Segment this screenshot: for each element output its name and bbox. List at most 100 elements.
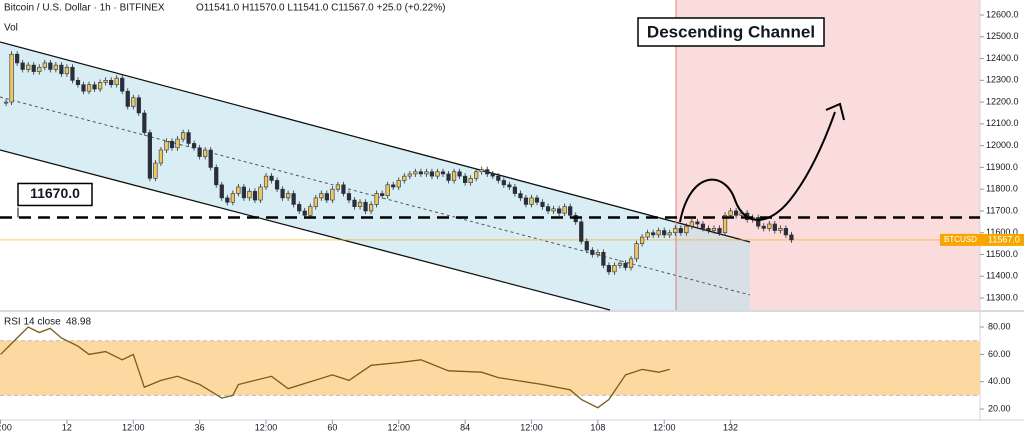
candle-body [147,132,152,179]
annotation: Descending Channel [647,22,815,41]
candle-body [662,230,667,236]
channel-fill [0,42,750,310]
candle-body [142,112,147,133]
candle-body [258,186,263,201]
y-tick-label: 11600.0 [986,227,1018,237]
candle-body [413,171,418,175]
candle-body [164,140,169,151]
candle-body [645,232,650,238]
candle-body [402,175,407,181]
candle-body [485,169,490,175]
candle-body [474,171,479,179]
candle-body [529,197,534,205]
candle-body [363,201,368,212]
candle-body [772,223,777,231]
candle-body [197,147,202,157]
candle-body [584,241,589,251]
candle-body [651,232,656,236]
x-tick-label: 12 [62,422,72,432]
y-tick-label: 12400.0 [986,53,1019,63]
candle-body [673,228,678,234]
candle-body [109,80,114,85]
candle-body [59,64,64,75]
candle-body [700,223,706,229]
candle-body [186,132,191,144]
candle-body [20,62,25,70]
candle-body [31,64,36,72]
x-tick-label: 12:00 [0,422,12,432]
candle-body [158,149,164,164]
candle-body [374,193,379,205]
candle-body [3,101,9,104]
channel-top [0,41,751,243]
candle-body [180,132,186,140]
rsi-pane [0,326,670,409]
forecast-arrow [679,111,836,223]
candle-body [623,262,628,268]
x-tick-label: 12:00 [122,422,145,432]
candle-body [545,206,551,212]
candle-body [457,171,462,177]
candle-body [728,210,733,216]
candle-body [435,171,440,177]
candle-body [722,215,728,234]
candle-body [689,221,694,227]
candle-body [241,186,246,199]
candle-body [451,171,457,181]
candle-body [48,62,53,70]
x-tick-label: 84 [460,422,470,432]
y-tick-label: 12100.0 [986,118,1019,128]
candle-body [98,82,103,90]
y-tick-label: 12300.0 [986,75,1019,85]
candle-body [391,184,396,188]
candle-body [684,225,689,234]
candle-body [319,193,324,199]
candle-body [120,77,125,92]
candle-body [429,171,435,177]
candle-body [131,97,136,107]
candle-body [440,171,446,175]
candle-body [341,184,346,194]
candle-body [236,186,241,194]
vol-label: Vol [4,23,18,34]
candle-body [667,232,672,236]
candle-body [418,171,423,175]
candle-body [540,201,545,207]
candle-body [70,66,75,81]
candle-body [42,62,47,68]
y-tick-label: 40.00 [988,376,1011,386]
candle-body [534,197,540,203]
candle-body [507,184,512,188]
candle-body [380,193,385,197]
candle-body [153,162,158,179]
candle-body [601,252,606,266]
candle-body [114,77,119,85]
candle-body [214,167,219,186]
candle-body [192,143,197,149]
annotation-box [637,17,825,47]
candle-body [501,180,506,186]
candle-body [490,173,495,177]
candle-body [37,66,42,72]
candle-body [136,97,141,114]
candle-body [280,188,285,199]
candle-body [523,197,529,205]
candle-body [568,206,573,216]
candle-body [634,243,639,260]
candle-body [308,206,313,216]
candle-body [617,262,623,266]
candle-body [230,193,235,203]
candle-body [357,201,363,207]
level-label: 11670.0 [30,185,80,201]
rsi-title: RSI 14 close [4,317,61,328]
candle-body [219,184,224,199]
candle-body [756,217,761,227]
x-tick-label: 12:00 [520,422,543,432]
candle-body [175,138,180,149]
candle-body [446,173,451,181]
price-tag-name: BTCUSD [944,235,977,244]
candle-body [656,230,661,236]
candle-body [368,204,374,212]
candle-body [313,197,318,207]
